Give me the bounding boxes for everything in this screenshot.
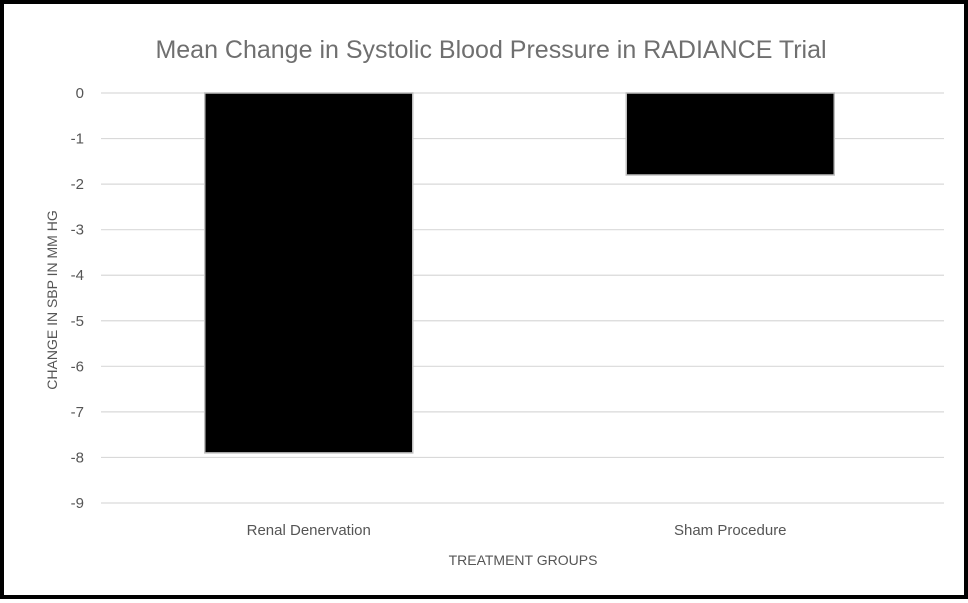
y-axis-ticks: 0 -1 -2 -3 -4 -5 -6 -7 -8 -9 xyxy=(71,85,84,512)
y-tick-label: -8 xyxy=(71,449,84,466)
y-tick-label: -3 xyxy=(71,222,84,239)
y-axis-title: CHANGE IN SBP IN MM HG xyxy=(44,210,60,389)
y-tick-label: 0 xyxy=(76,85,84,102)
y-tick-label: -1 xyxy=(71,131,84,148)
y-tick-label: -2 xyxy=(71,176,84,193)
y-tick-label: -5 xyxy=(71,313,84,330)
chart-title: Mean Change in Systolic Blood Pressure i… xyxy=(155,36,826,64)
x-axis-title: TREATMENT GROUPS xyxy=(449,552,598,568)
x-category-label: Sham Procedure xyxy=(674,522,787,539)
x-category-label: Renal Denervation xyxy=(247,522,371,539)
y-tick-label: -6 xyxy=(71,358,84,375)
y-tick-label: -9 xyxy=(71,495,84,512)
bar-chart: Mean Change in Systolic Blood Pressure i… xyxy=(44,36,944,568)
x-axis-categories: Renal Denervation Sham Procedure xyxy=(247,522,787,539)
bar-renal-denervation xyxy=(204,92,414,454)
y-tick-label: -7 xyxy=(71,404,84,421)
bar-sham-procedure xyxy=(625,92,835,176)
bars xyxy=(204,92,835,454)
y-tick-label: -4 xyxy=(71,267,84,284)
